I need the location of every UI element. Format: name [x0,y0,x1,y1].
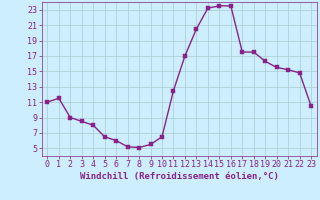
X-axis label: Windchill (Refroidissement éolien,°C): Windchill (Refroidissement éolien,°C) [80,172,279,181]
